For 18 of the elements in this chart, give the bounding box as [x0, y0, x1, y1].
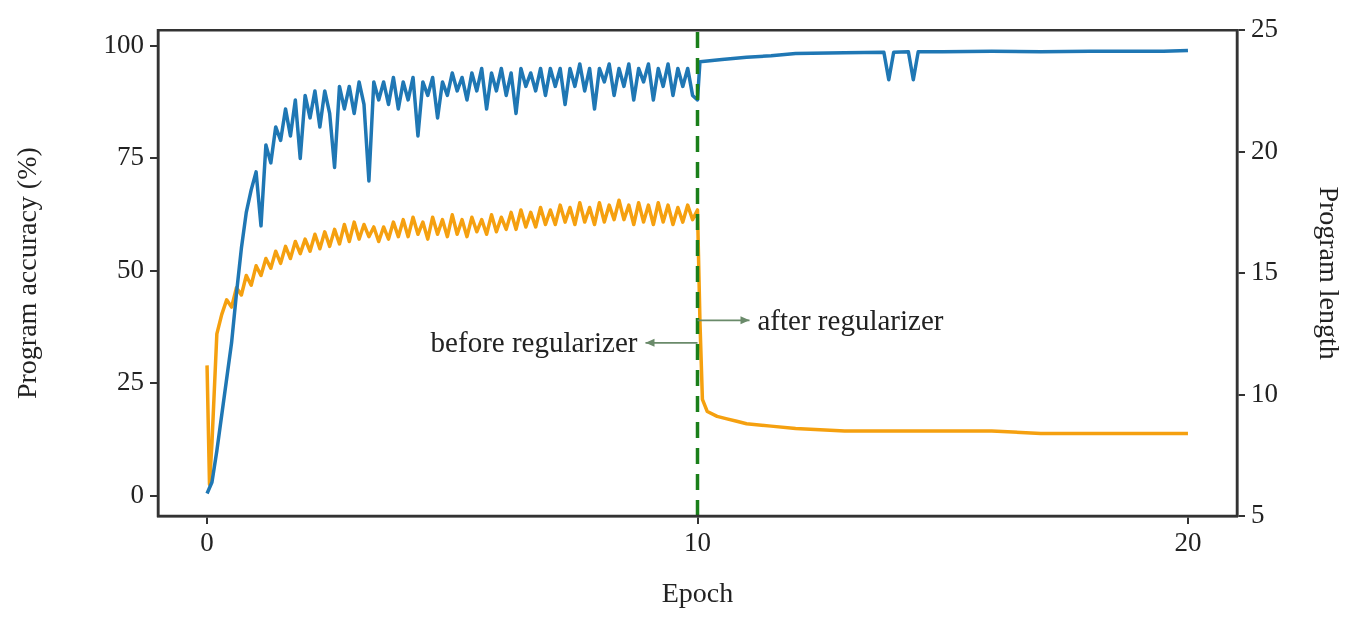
x-tick-label: 20 — [1174, 527, 1202, 558]
y-tick-label: 25 — [117, 366, 144, 397]
x-tick-label: 0 — [200, 527, 214, 558]
y2-tick-label: 5 — [1251, 499, 1265, 530]
y-axis-title: Program accuracy (%) — [11, 147, 43, 400]
y-tick-label: 100 — [103, 29, 144, 60]
y2-tick-label: 10 — [1251, 377, 1278, 408]
x-tick-label: 10 — [684, 527, 711, 558]
y-tick-label: 75 — [117, 141, 144, 172]
annotation: before regularizer — [430, 326, 638, 359]
y-tick-label: 50 — [117, 253, 144, 284]
y2-tick-label: 15 — [1251, 256, 1278, 287]
y-tick-label: 0 — [130, 478, 144, 509]
annotation: after regularizer — [757, 303, 944, 336]
y2-tick-label: 20 — [1251, 134, 1278, 165]
y2-axis-title: Program length — [1313, 186, 1345, 360]
y2-tick-label: 25 — [1251, 13, 1278, 44]
x-axis-title: Epoch — [661, 576, 734, 608]
